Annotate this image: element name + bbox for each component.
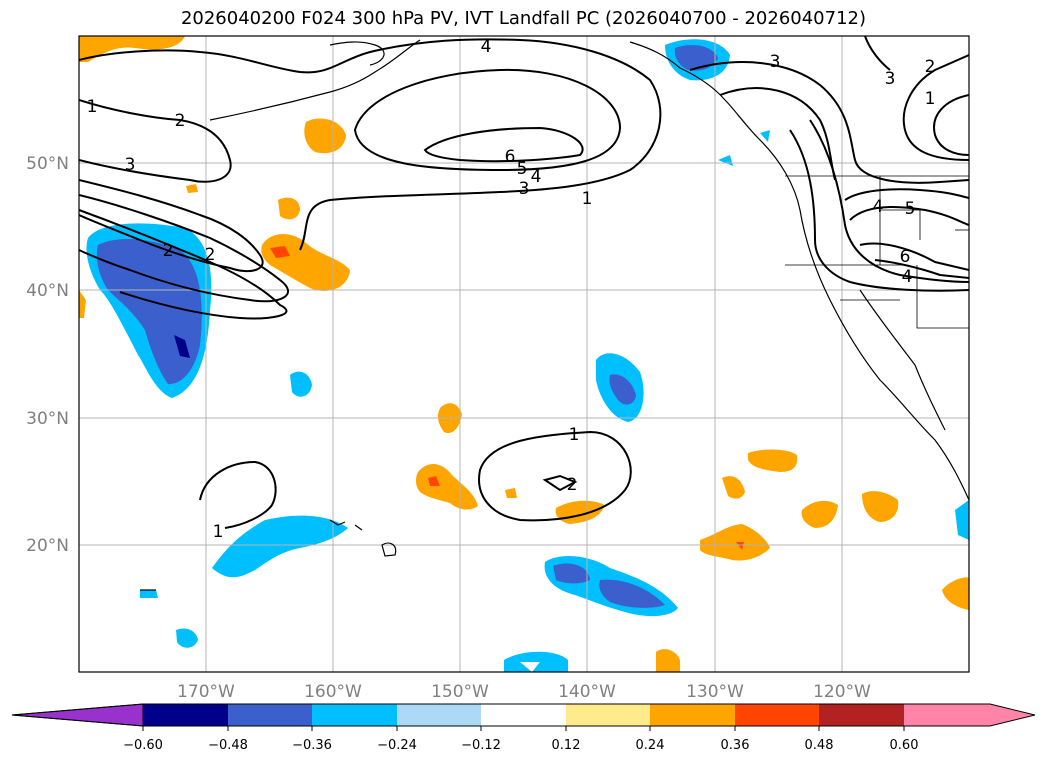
contour-label: 2 (925, 57, 936, 77)
contour-label: 4 (902, 267, 913, 287)
lon-tick-label: 130°W (686, 682, 744, 702)
lon-tick-label: 160°W (304, 682, 362, 702)
colorbar-tick-label: 0.12 (552, 738, 581, 753)
lat-tick-label: 40°N (26, 281, 69, 301)
colorbar-bin (312, 704, 397, 726)
contour-label: 1 (582, 189, 593, 209)
lon-tick-label: 150°W (431, 682, 489, 702)
map-panel (79, 36, 969, 672)
colorbar-bin (735, 704, 819, 726)
lon-tick-label: 170°W (177, 682, 235, 702)
contour-label: 1 (925, 89, 936, 109)
map-frame (78, 35, 970, 673)
colorbar-tick-label: 0.36 (721, 738, 750, 753)
negative-anomaly-shading (86, 39, 969, 672)
contour-label: 2 (205, 245, 216, 265)
map-title: 2026040200 F024 300 hPa PV, IVT Landfall… (180, 8, 867, 29)
colorbar-bin (143, 704, 228, 726)
coastlines (140, 39, 969, 591)
lat-tick-label: 30°N (26, 409, 69, 429)
colorbar-bin (228, 704, 312, 726)
contour-label: 1 (213, 522, 224, 542)
colorbar-bin (650, 704, 735, 726)
colorbar-tick-label: −0.36 (292, 738, 332, 753)
lat-tick-label: 50°N (26, 154, 69, 174)
colorbar-bin (819, 704, 904, 726)
lat-tick-label: 20°N (26, 536, 69, 556)
contour-label: 4 (531, 167, 542, 187)
contour-label: 2 (567, 475, 578, 495)
contour-label: 4 (481, 37, 492, 57)
latitude-axis: 50°N 40°N 30°N 20°N (26, 154, 69, 556)
colorbar-tick-label: −0.48 (208, 738, 248, 753)
lon-tick-label: 120°W (813, 682, 871, 702)
contour-label: 2 (175, 111, 186, 131)
colorbar-bin (397, 704, 481, 726)
colorbar-tick-label: −0.60 (123, 738, 163, 753)
contour-label: 3 (770, 52, 781, 72)
longitude-axis: 170°W 160°W 150°W 140°W 130°W 120°W (177, 682, 871, 702)
contour-label: 3 (125, 155, 136, 175)
pv-contours (79, 36, 969, 529)
colorbar-tick-label: 0.24 (636, 738, 665, 753)
colorbar-bin (566, 704, 650, 726)
contour-label: 4 (873, 197, 884, 217)
contour-label: 2 (163, 241, 174, 261)
contour-label: 3 (519, 179, 530, 199)
graticule (79, 36, 969, 672)
contour-label: 3 (885, 69, 896, 89)
contour-label: 5 (905, 199, 916, 219)
colorbar-tick-label: 0.48 (805, 738, 834, 753)
contour-label: 6 (505, 147, 516, 167)
colorbar-tick-label: 0.60 (890, 738, 919, 753)
contour-label: 1 (569, 425, 580, 445)
lon-tick-label: 140°W (558, 682, 616, 702)
colorbar: −0.60 −0.48 −0.36 −0.24 −0.12 0.12 0.24 … (11, 703, 1036, 753)
contour-label: 6 (900, 247, 911, 267)
colorbar-bin (481, 704, 566, 726)
contour-label: 5 (517, 159, 528, 179)
map-content: 4 3 3 2 1 2 1 3 2 6 5 4 3 1 2 4 5 6 4 1 … (79, 36, 969, 672)
colorbar-tick-label: −0.24 (377, 738, 417, 753)
colorbar-extend-high (904, 704, 1035, 726)
contour-label: 1 (87, 97, 98, 117)
colorbar-extend-low (11, 703, 144, 727)
colorbar-tick-label: −0.12 (461, 738, 501, 753)
contour-labels: 4 3 3 2 1 2 1 3 2 6 5 4 3 1 2 4 5 6 4 1 … (87, 37, 936, 542)
positive-anomaly-shading (79, 36, 969, 672)
